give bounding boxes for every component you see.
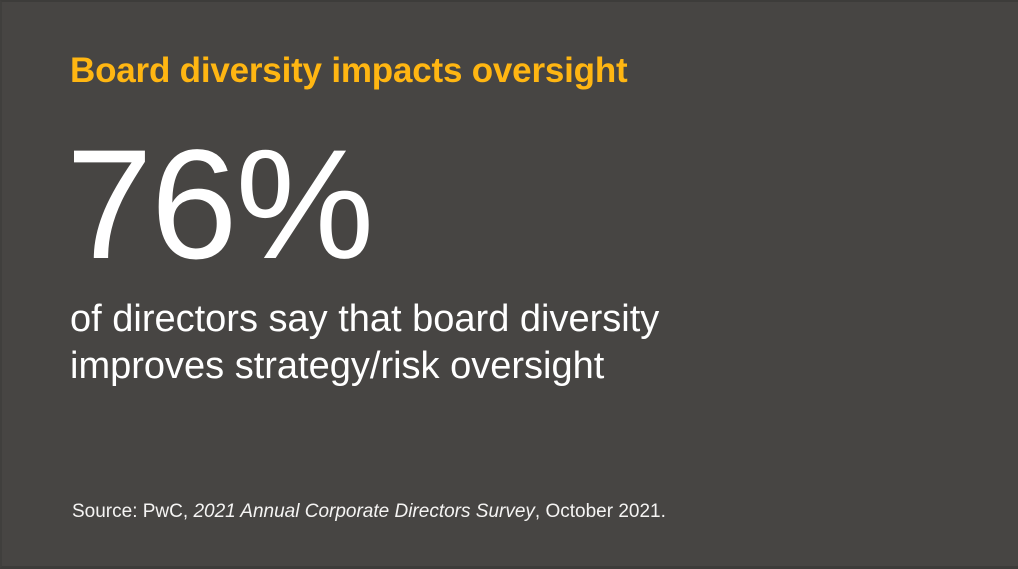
source-suffix: , October 2021. — [534, 501, 666, 522]
source-prefix: Source: PwC, — [72, 501, 194, 522]
stat-description: of directors say that board diversity im… — [70, 296, 659, 390]
source-publication: 2021 Annual Corporate Directors Survey — [193, 501, 535, 522]
stat-description-line1: of directors say that board diversity — [70, 298, 660, 340]
slide-title: Board diversity impacts oversight — [70, 51, 628, 90]
stat-description-line2: improves strategy/risk oversight — [70, 345, 605, 387]
source-line: Source: PwC, 2021 Annual Corporate Direc… — [72, 501, 666, 524]
stat-value: 76% — [66, 118, 374, 292]
